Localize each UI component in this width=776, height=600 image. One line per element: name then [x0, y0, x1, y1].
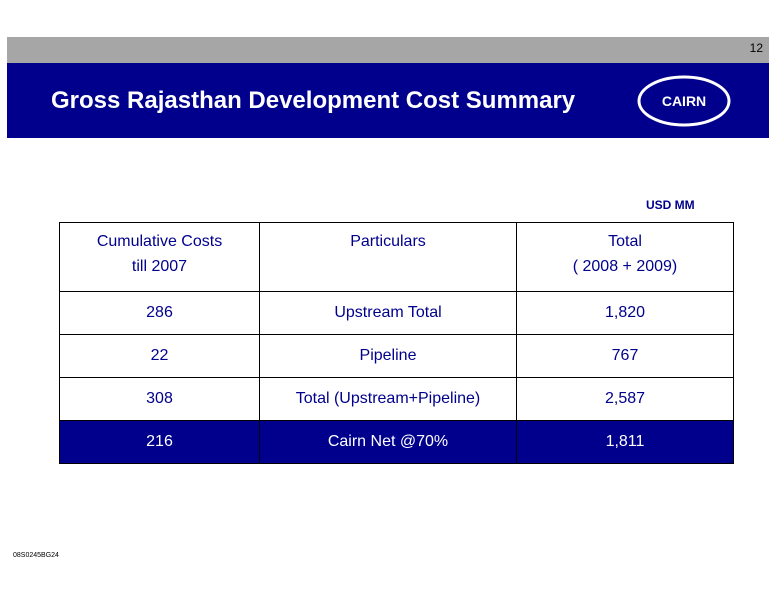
- top-gray-bar: 12: [7, 37, 769, 63]
- page-number: 12: [749, 41, 763, 55]
- header-cumulative-costs: Cumulative Costs till 2007: [59, 222, 260, 292]
- table-row-highlight: 216 Cairn Net @70% 1,811: [59, 420, 734, 464]
- units-label: USD MM: [646, 198, 695, 212]
- cell-particulars: Upstream Total: [259, 291, 517, 335]
- slide-title: Gross Rajasthan Development Cost Summary: [51, 87, 576, 114]
- logo-text: CAIRN: [662, 93, 706, 109]
- header-total: Total( 2008 + 2009): [516, 222, 734, 292]
- table-row: 308 Total (Upstream+Pipeline) 2,587: [59, 377, 734, 421]
- cell-particulars: Cairn Net @70%: [259, 420, 517, 464]
- cell-cumulative: 216: [59, 420, 260, 464]
- table-header-row: Cumulative Costs till 2007 Particulars To…: [59, 222, 734, 292]
- table-row: 22 Pipeline 767: [59, 334, 734, 378]
- cost-summary-table: Cumulative Costs till 2007 Particulars To…: [59, 222, 734, 464]
- header-particulars: Particulars: [259, 222, 517, 292]
- footer-code: 08S0245BG24: [13, 552, 59, 559]
- cell-particulars: Total (Upstream+Pipeline): [259, 377, 517, 421]
- cell-cumulative: 286: [59, 291, 260, 335]
- cell-cumulative: 22: [59, 334, 260, 378]
- cell-total: 767: [516, 334, 734, 378]
- cell-particulars: Pipeline: [259, 334, 517, 378]
- table-row: 286 Upstream Total 1,820: [59, 291, 734, 335]
- cell-total: 1,820: [516, 291, 734, 335]
- title-banner: Gross Rajasthan Development Cost Summary…: [7, 63, 769, 138]
- cell-cumulative: 308: [59, 377, 260, 421]
- cell-total: 2,587: [516, 377, 734, 421]
- cairn-logo: CAIRN: [637, 75, 731, 127]
- cell-total: 1,811: [516, 420, 734, 464]
